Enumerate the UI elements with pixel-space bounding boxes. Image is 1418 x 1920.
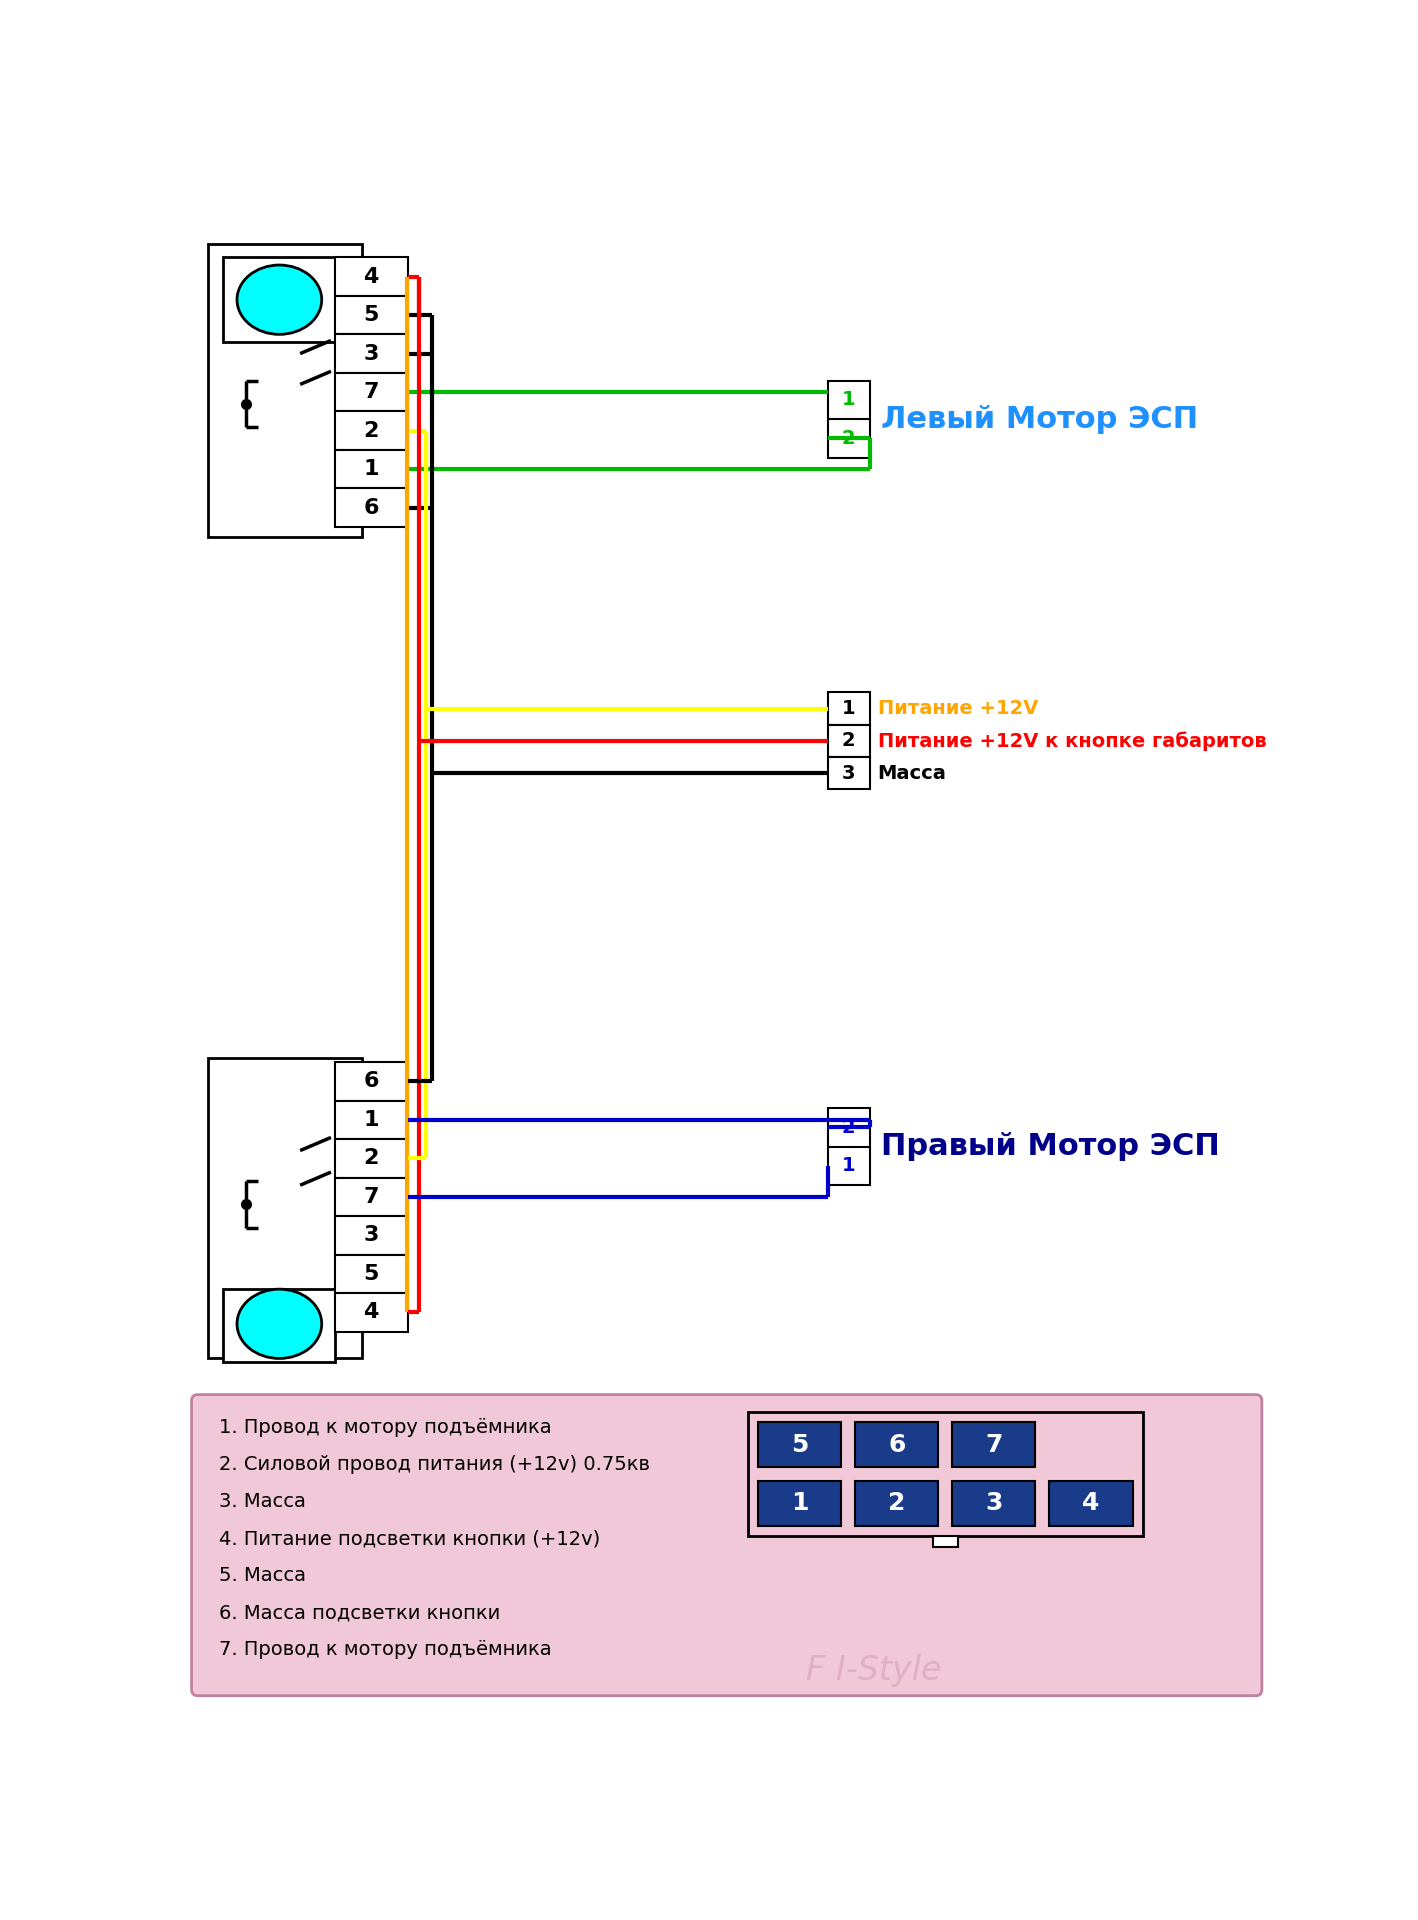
Text: 6. Масса подсветки кнопки: 6. Масса подсветки кнопки	[220, 1603, 501, 1622]
Text: 6: 6	[363, 497, 379, 518]
Text: Питание +12V к кнопке габаритов: Питание +12V к кнопке габаритов	[878, 732, 1266, 751]
Bar	[953, 1480, 1035, 1526]
Text: 5: 5	[363, 305, 379, 324]
Text: Питание +12V: Питание +12V	[878, 699, 1038, 718]
Text: 2: 2	[841, 1117, 855, 1137]
Bar	[208, 244, 362, 538]
Text: 6: 6	[888, 1432, 906, 1457]
Text: 1: 1	[841, 1156, 855, 1175]
Text: Масса: Масса	[878, 764, 947, 783]
Text: Левый Мотор ЭСП: Левый Мотор ЭСП	[882, 405, 1198, 434]
Bar	[335, 1177, 408, 1215]
Text: 5. Масса: 5. Масса	[220, 1567, 306, 1586]
Text: 3: 3	[363, 1225, 379, 1246]
Text: 4: 4	[1082, 1492, 1099, 1515]
Text: 4: 4	[363, 1302, 379, 1323]
Bar	[335, 449, 408, 488]
Text: 2: 2	[841, 428, 855, 447]
Bar	[828, 693, 871, 724]
Text: 3: 3	[842, 764, 855, 783]
Text: 3: 3	[363, 344, 379, 363]
Text: 2. Силовой провод питания (+12v) 0.75кв: 2. Силовой провод питания (+12v) 0.75кв	[220, 1455, 651, 1475]
Text: F I-Style: F I-Style	[805, 1653, 942, 1688]
Text: 3: 3	[986, 1492, 1003, 1515]
Bar	[335, 1062, 408, 1100]
Text: 7: 7	[986, 1432, 1003, 1457]
Bar	[747, 1411, 1143, 1536]
Text: 1: 1	[791, 1492, 808, 1515]
Text: 5: 5	[791, 1432, 808, 1457]
Text: 7: 7	[363, 1187, 379, 1208]
Bar	[855, 1480, 939, 1526]
Bar	[335, 1139, 408, 1177]
Text: 7. Провод к мотору подъёмника: 7. Провод к мотору подъёмника	[220, 1640, 552, 1659]
Text: 2: 2	[888, 1492, 906, 1515]
Bar	[223, 1288, 335, 1363]
Text: 1. Провод к мотору подъёмника: 1. Провод к мотору подъёмника	[220, 1419, 552, 1438]
Bar	[828, 380, 871, 457]
Ellipse shape	[237, 1288, 322, 1359]
Text: 2: 2	[363, 1148, 379, 1167]
Bar	[335, 1254, 408, 1292]
Text: 1: 1	[363, 459, 379, 480]
Text: 4: 4	[363, 267, 379, 286]
Bar	[933, 1536, 957, 1548]
Text: Правый Мотор ЭСП: Правый Мотор ЭСП	[882, 1133, 1221, 1162]
Bar	[953, 1423, 1035, 1467]
Text: 1: 1	[363, 1110, 379, 1129]
Text: 1: 1	[841, 699, 855, 718]
Bar	[208, 1058, 362, 1359]
Text: 4. Питание подсветки кнопки (+12v): 4. Питание подсветки кнопки (+12v)	[220, 1528, 601, 1548]
Ellipse shape	[237, 265, 322, 334]
Bar	[335, 257, 408, 296]
Bar	[828, 724, 871, 756]
Bar	[335, 488, 408, 526]
Bar	[1049, 1480, 1133, 1526]
Bar	[335, 334, 408, 372]
Text: 7: 7	[363, 382, 379, 401]
Text: 6: 6	[363, 1071, 379, 1091]
Bar	[335, 1100, 408, 1139]
Bar	[759, 1423, 841, 1467]
Text: 2: 2	[841, 732, 855, 751]
Bar	[828, 1108, 871, 1185]
Bar	[828, 756, 871, 789]
Bar	[335, 1292, 408, 1331]
FancyBboxPatch shape	[191, 1394, 1262, 1695]
Text: 3. Масса: 3. Масса	[220, 1492, 306, 1511]
Bar	[335, 1215, 408, 1254]
Text: 2: 2	[363, 420, 379, 440]
Text: 1: 1	[841, 390, 855, 409]
Bar	[223, 257, 335, 342]
Bar	[759, 1480, 841, 1526]
Bar	[335, 411, 408, 449]
Text: 5: 5	[363, 1263, 379, 1284]
Bar	[335, 372, 408, 411]
Bar	[335, 296, 408, 334]
Bar	[855, 1423, 939, 1467]
